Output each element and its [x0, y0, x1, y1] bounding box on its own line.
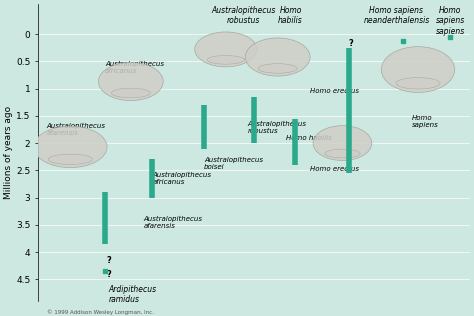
Text: Homo sapiens
neanderthalensis: Homo sapiens neanderthalensis	[363, 6, 429, 25]
Text: ?: ?	[106, 270, 111, 279]
Ellipse shape	[34, 126, 107, 167]
Text: Ardipithecus
ramidus: Ardipithecus ramidus	[109, 285, 156, 304]
Text: © 1999 Addison Wesley Longman, Inc.: © 1999 Addison Wesley Longman, Inc.	[47, 310, 155, 315]
Text: Australopithecus
afarensis: Australopithecus afarensis	[144, 216, 203, 229]
Text: Homo
habilis: Homo habilis	[278, 6, 303, 25]
Ellipse shape	[111, 88, 150, 98]
Ellipse shape	[396, 77, 440, 89]
Text: Homo erectus: Homo erectus	[310, 166, 359, 172]
Text: Australopithecus
afarensis: Australopithecus afarensis	[46, 123, 106, 136]
Ellipse shape	[48, 154, 92, 165]
Ellipse shape	[325, 149, 360, 158]
Text: Australopithecus
boisei: Australopithecus boisei	[204, 157, 263, 170]
Text: ?: ?	[349, 40, 354, 48]
Ellipse shape	[207, 56, 245, 64]
Text: Homo habilis: Homo habilis	[286, 135, 332, 141]
Y-axis label: Millions of years ago: Millions of years ago	[4, 106, 13, 199]
Ellipse shape	[195, 32, 257, 67]
Text: Homo
sapiens: Homo sapiens	[411, 115, 438, 128]
Text: Homo erectus: Homo erectus	[310, 88, 359, 94]
Ellipse shape	[313, 126, 372, 161]
Text: Australopithecus
africanus: Australopithecus africanus	[105, 61, 164, 75]
Ellipse shape	[245, 38, 310, 76]
Ellipse shape	[381, 47, 455, 92]
Ellipse shape	[258, 64, 297, 73]
Text: Homo
sapiens
sapiens: Homo sapiens sapiens	[436, 6, 465, 36]
Text: ?: ?	[106, 256, 111, 265]
Text: Australopithecus
africanus: Australopithecus africanus	[153, 172, 211, 185]
Ellipse shape	[99, 63, 163, 100]
Text: Australopithecus
robustus: Australopithecus robustus	[247, 121, 306, 134]
Text: Australopithecus
robustus: Australopithecus robustus	[211, 6, 275, 25]
